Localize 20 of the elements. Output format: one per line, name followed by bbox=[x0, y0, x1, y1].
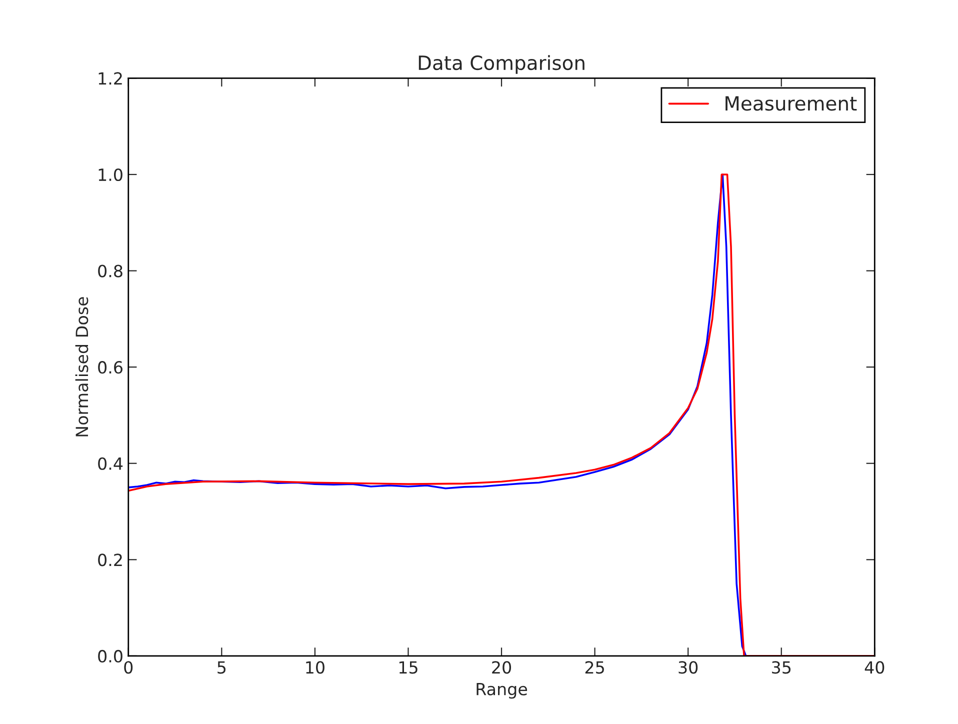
x-tick-label: 10 bbox=[306, 661, 324, 674]
y-axis-title: Normalised Dose bbox=[75, 297, 88, 436]
x-tick-label: 30 bbox=[678, 661, 698, 674]
x-tick-label: 20 bbox=[492, 661, 512, 674]
x-tick-label: 40 bbox=[864, 661, 884, 674]
x-tick-label: 5 bbox=[218, 661, 226, 674]
chart-title: Data Comparison bbox=[418, 55, 584, 74]
y-tick-label: 1.2 bbox=[98, 72, 122, 85]
x-tick-label: 35 bbox=[772, 661, 791, 674]
y-tick-label: 0.4 bbox=[98, 457, 123, 470]
x-axis-title: Range bbox=[476, 683, 528, 699]
x-tick-label: 25 bbox=[585, 661, 604, 674]
x-tick-label: 15 bbox=[399, 661, 418, 674]
y-tick-label: 0.0 bbox=[98, 650, 122, 663]
x-tick-label: 0 bbox=[124, 661, 133, 674]
y-tick-label: 0.8 bbox=[98, 264, 122, 278]
y-tick-label: 1.0 bbox=[98, 168, 122, 182]
y-tick-label: 0.6 bbox=[98, 361, 122, 374]
y-tick-label: 0.2 bbox=[98, 554, 122, 566]
legend-label: Measurement bbox=[726, 96, 857, 111]
